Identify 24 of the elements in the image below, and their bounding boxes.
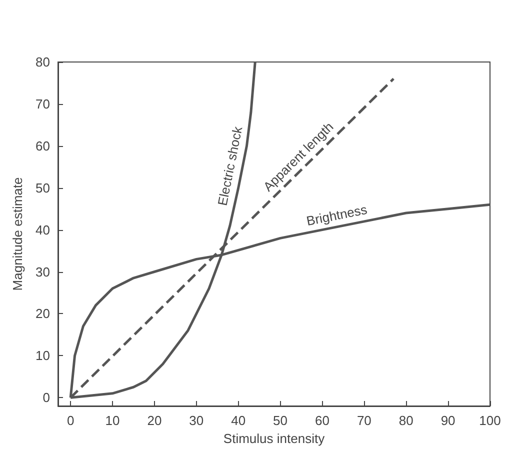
y-tick-label: 60	[36, 138, 50, 154]
text: Electric shock	[214, 124, 246, 207]
y-tick-label: 50	[36, 180, 50, 196]
y-tick-label: 30	[36, 264, 50, 280]
x-tick-label: 90	[440, 413, 456, 428]
x-tick-label: 30	[189, 413, 204, 428]
y-tick-label: 40	[36, 222, 50, 238]
x-tick-label: 50	[273, 413, 288, 428]
x-axis-title: Stimulus intensity	[223, 430, 326, 446]
y-tick-label: 10	[36, 348, 50, 364]
y-tick-label: 80	[36, 54, 50, 70]
x-tick-label: 20	[147, 413, 162, 428]
x-tick-label: 40	[231, 413, 246, 428]
x-tick-label: 70	[356, 413, 372, 428]
y-tick-label: 70	[36, 96, 50, 112]
y-axis-title: Magnitude estimate	[10, 177, 25, 291]
x-tick-label: 80	[398, 413, 414, 428]
x-tick-label: 10	[105, 413, 120, 428]
y-tick-label: 0	[42, 390, 50, 406]
x-tick-label: 100	[479, 413, 501, 428]
text: Brightness	[305, 202, 369, 229]
x-tick-label: 60	[315, 413, 330, 428]
y-tick-label: 20	[36, 306, 50, 322]
x-tick-label: 0	[66, 413, 74, 428]
